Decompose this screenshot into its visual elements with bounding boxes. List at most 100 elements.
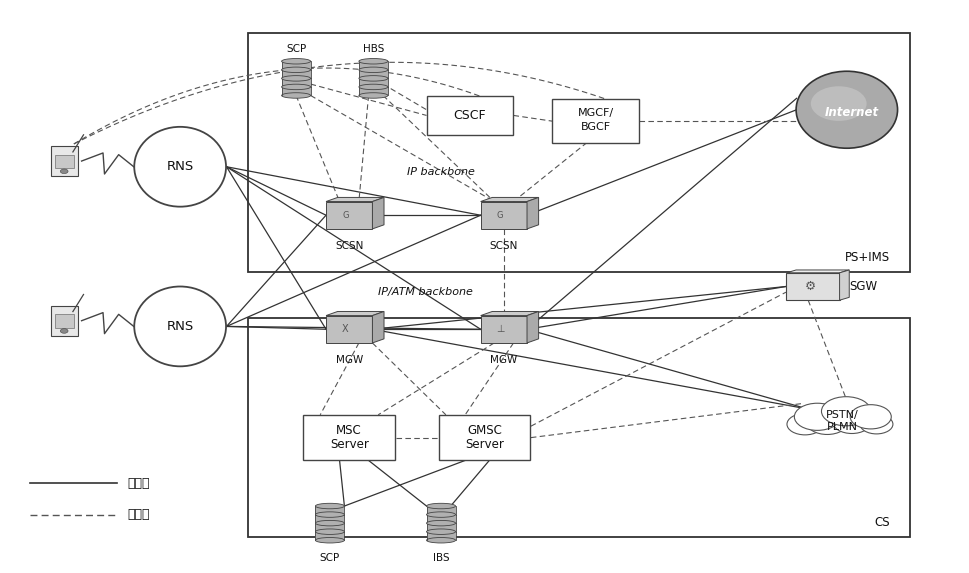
Bar bbox=[282, 61, 311, 70]
Text: IP/ATM backbone: IP/ATM backbone bbox=[378, 287, 473, 297]
Ellipse shape bbox=[316, 520, 344, 526]
Bar bbox=[359, 70, 388, 79]
Text: SCP: SCP bbox=[320, 553, 340, 563]
Polygon shape bbox=[527, 312, 539, 343]
Ellipse shape bbox=[316, 537, 344, 543]
Bar bbox=[426, 532, 455, 540]
Text: MSC: MSC bbox=[336, 424, 362, 437]
Bar bbox=[282, 79, 311, 87]
Text: MGW: MGW bbox=[490, 355, 517, 366]
Bar bbox=[326, 316, 372, 343]
Bar bbox=[316, 523, 344, 532]
Text: SCP: SCP bbox=[286, 44, 306, 54]
Text: GMSC: GMSC bbox=[467, 424, 502, 437]
Bar bbox=[426, 523, 455, 532]
Circle shape bbox=[60, 329, 68, 333]
Bar bbox=[282, 70, 311, 79]
Text: 数据流: 数据流 bbox=[127, 477, 149, 490]
Text: PS+IMS: PS+IMS bbox=[845, 251, 891, 264]
Bar bbox=[439, 415, 530, 461]
Text: ⚙: ⚙ bbox=[804, 280, 816, 293]
Text: G: G bbox=[342, 211, 349, 219]
Ellipse shape bbox=[426, 520, 455, 526]
Circle shape bbox=[850, 405, 891, 429]
Ellipse shape bbox=[282, 84, 311, 89]
Circle shape bbox=[787, 414, 823, 435]
Bar bbox=[316, 515, 344, 523]
Text: MGCF/: MGCF/ bbox=[578, 108, 613, 118]
Ellipse shape bbox=[359, 67, 388, 73]
Polygon shape bbox=[326, 312, 384, 316]
Ellipse shape bbox=[316, 529, 344, 535]
Ellipse shape bbox=[135, 286, 226, 366]
Circle shape bbox=[60, 169, 68, 174]
Bar bbox=[248, 33, 910, 272]
Bar bbox=[248, 318, 910, 537]
Bar bbox=[316, 532, 344, 540]
Bar bbox=[787, 273, 839, 300]
Text: RNS: RNS bbox=[167, 320, 194, 333]
Text: CS: CS bbox=[875, 516, 891, 529]
Bar bbox=[303, 415, 395, 461]
Circle shape bbox=[806, 410, 848, 434]
Text: 控制流: 控制流 bbox=[127, 508, 149, 521]
Text: G: G bbox=[497, 211, 503, 219]
Polygon shape bbox=[372, 198, 384, 229]
Ellipse shape bbox=[282, 93, 311, 98]
Text: SGW: SGW bbox=[850, 280, 878, 293]
Text: MGW: MGW bbox=[335, 355, 362, 366]
Bar bbox=[359, 79, 388, 87]
Text: SCSN: SCSN bbox=[335, 241, 363, 252]
Polygon shape bbox=[839, 270, 849, 300]
Text: BGCF: BGCF bbox=[580, 122, 610, 132]
Ellipse shape bbox=[359, 58, 388, 64]
Ellipse shape bbox=[282, 58, 311, 64]
Text: Server: Server bbox=[465, 438, 504, 451]
Bar bbox=[50, 146, 78, 176]
Polygon shape bbox=[326, 198, 384, 202]
Bar bbox=[50, 306, 78, 336]
Ellipse shape bbox=[359, 84, 388, 89]
Circle shape bbox=[822, 397, 871, 426]
Ellipse shape bbox=[359, 93, 388, 98]
Ellipse shape bbox=[426, 503, 455, 509]
Ellipse shape bbox=[282, 67, 311, 73]
Ellipse shape bbox=[135, 127, 226, 207]
Polygon shape bbox=[527, 198, 539, 229]
Ellipse shape bbox=[359, 76, 388, 81]
Polygon shape bbox=[481, 198, 539, 202]
Circle shape bbox=[860, 414, 892, 434]
Bar bbox=[481, 202, 527, 229]
Polygon shape bbox=[481, 312, 539, 316]
Ellipse shape bbox=[316, 503, 344, 509]
Bar bbox=[426, 506, 455, 515]
Text: X: X bbox=[342, 324, 349, 334]
Text: PLMN: PLMN bbox=[827, 422, 858, 433]
Text: SCSN: SCSN bbox=[489, 241, 518, 252]
Bar bbox=[552, 99, 640, 143]
Text: HBS: HBS bbox=[362, 44, 384, 54]
Bar bbox=[481, 316, 527, 343]
Bar bbox=[359, 61, 388, 70]
Bar bbox=[316, 506, 344, 515]
Circle shape bbox=[833, 411, 871, 434]
Bar bbox=[359, 87, 388, 96]
Text: CSCF: CSCF bbox=[453, 109, 486, 122]
Bar bbox=[54, 155, 74, 168]
Ellipse shape bbox=[282, 76, 311, 81]
Text: Server: Server bbox=[329, 438, 368, 451]
Text: RNS: RNS bbox=[167, 160, 194, 173]
Ellipse shape bbox=[811, 87, 866, 121]
Ellipse shape bbox=[426, 529, 455, 535]
Polygon shape bbox=[787, 270, 849, 273]
Text: IP backbone: IP backbone bbox=[407, 167, 475, 178]
Polygon shape bbox=[372, 312, 384, 343]
Bar bbox=[426, 96, 514, 135]
Ellipse shape bbox=[316, 512, 344, 517]
Text: Internet: Internet bbox=[825, 106, 879, 119]
Ellipse shape bbox=[797, 71, 897, 148]
Bar bbox=[326, 202, 372, 229]
Text: IBS: IBS bbox=[433, 553, 450, 563]
Text: PSTN/: PSTN/ bbox=[826, 410, 859, 420]
Bar bbox=[54, 314, 74, 328]
